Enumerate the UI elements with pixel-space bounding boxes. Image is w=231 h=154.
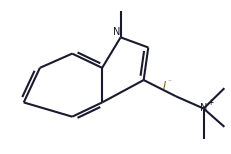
Text: I: I xyxy=(162,81,165,91)
Text: +: + xyxy=(206,98,212,107)
Text: ⁻: ⁻ xyxy=(167,77,171,86)
Text: N: N xyxy=(199,103,207,113)
Text: N: N xyxy=(112,27,120,37)
